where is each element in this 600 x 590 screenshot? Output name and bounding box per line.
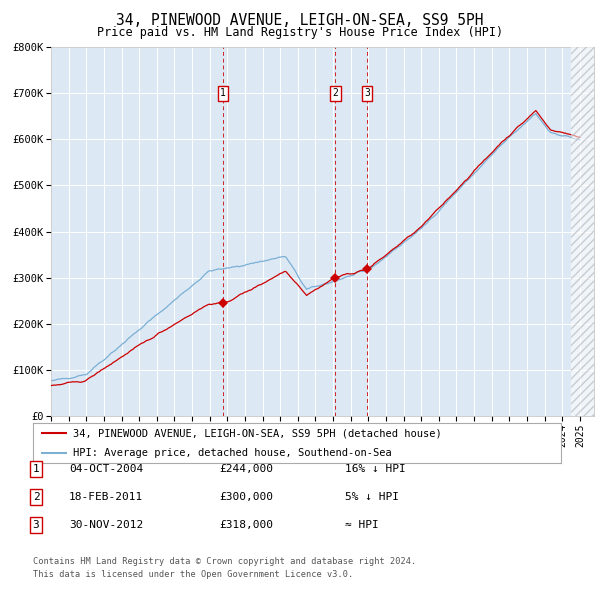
Text: £318,000: £318,000 bbox=[219, 520, 273, 530]
Text: 04-OCT-2004: 04-OCT-2004 bbox=[69, 464, 143, 474]
Text: 1: 1 bbox=[32, 464, 40, 474]
Text: 18-FEB-2011: 18-FEB-2011 bbox=[69, 492, 143, 502]
Text: 30-NOV-2012: 30-NOV-2012 bbox=[69, 520, 143, 530]
Text: 16% ↓ HPI: 16% ↓ HPI bbox=[345, 464, 406, 474]
Text: 34, PINEWOOD AVENUE, LEIGH-ON-SEA, SS9 5PH: 34, PINEWOOD AVENUE, LEIGH-ON-SEA, SS9 5… bbox=[116, 13, 484, 28]
Text: This data is licensed under the Open Government Licence v3.0.: This data is licensed under the Open Gov… bbox=[33, 571, 353, 579]
Text: 3: 3 bbox=[32, 520, 40, 530]
Text: 1: 1 bbox=[220, 88, 226, 99]
Text: Price paid vs. HM Land Registry's House Price Index (HPI): Price paid vs. HM Land Registry's House … bbox=[97, 26, 503, 39]
Text: 5% ↓ HPI: 5% ↓ HPI bbox=[345, 492, 399, 502]
Text: £300,000: £300,000 bbox=[219, 492, 273, 502]
Text: 34, PINEWOOD AVENUE, LEIGH-ON-SEA, SS9 5PH (detached house): 34, PINEWOOD AVENUE, LEIGH-ON-SEA, SS9 5… bbox=[73, 428, 442, 438]
Text: 2: 2 bbox=[332, 88, 338, 99]
Text: 3: 3 bbox=[364, 88, 370, 99]
Text: £244,000: £244,000 bbox=[219, 464, 273, 474]
Bar bbox=[571, 47, 598, 416]
Text: HPI: Average price, detached house, Southend-on-Sea: HPI: Average price, detached house, Sout… bbox=[73, 448, 391, 458]
Text: Contains HM Land Registry data © Crown copyright and database right 2024.: Contains HM Land Registry data © Crown c… bbox=[33, 558, 416, 566]
Text: 2: 2 bbox=[32, 492, 40, 502]
Text: ≈ HPI: ≈ HPI bbox=[345, 520, 379, 530]
